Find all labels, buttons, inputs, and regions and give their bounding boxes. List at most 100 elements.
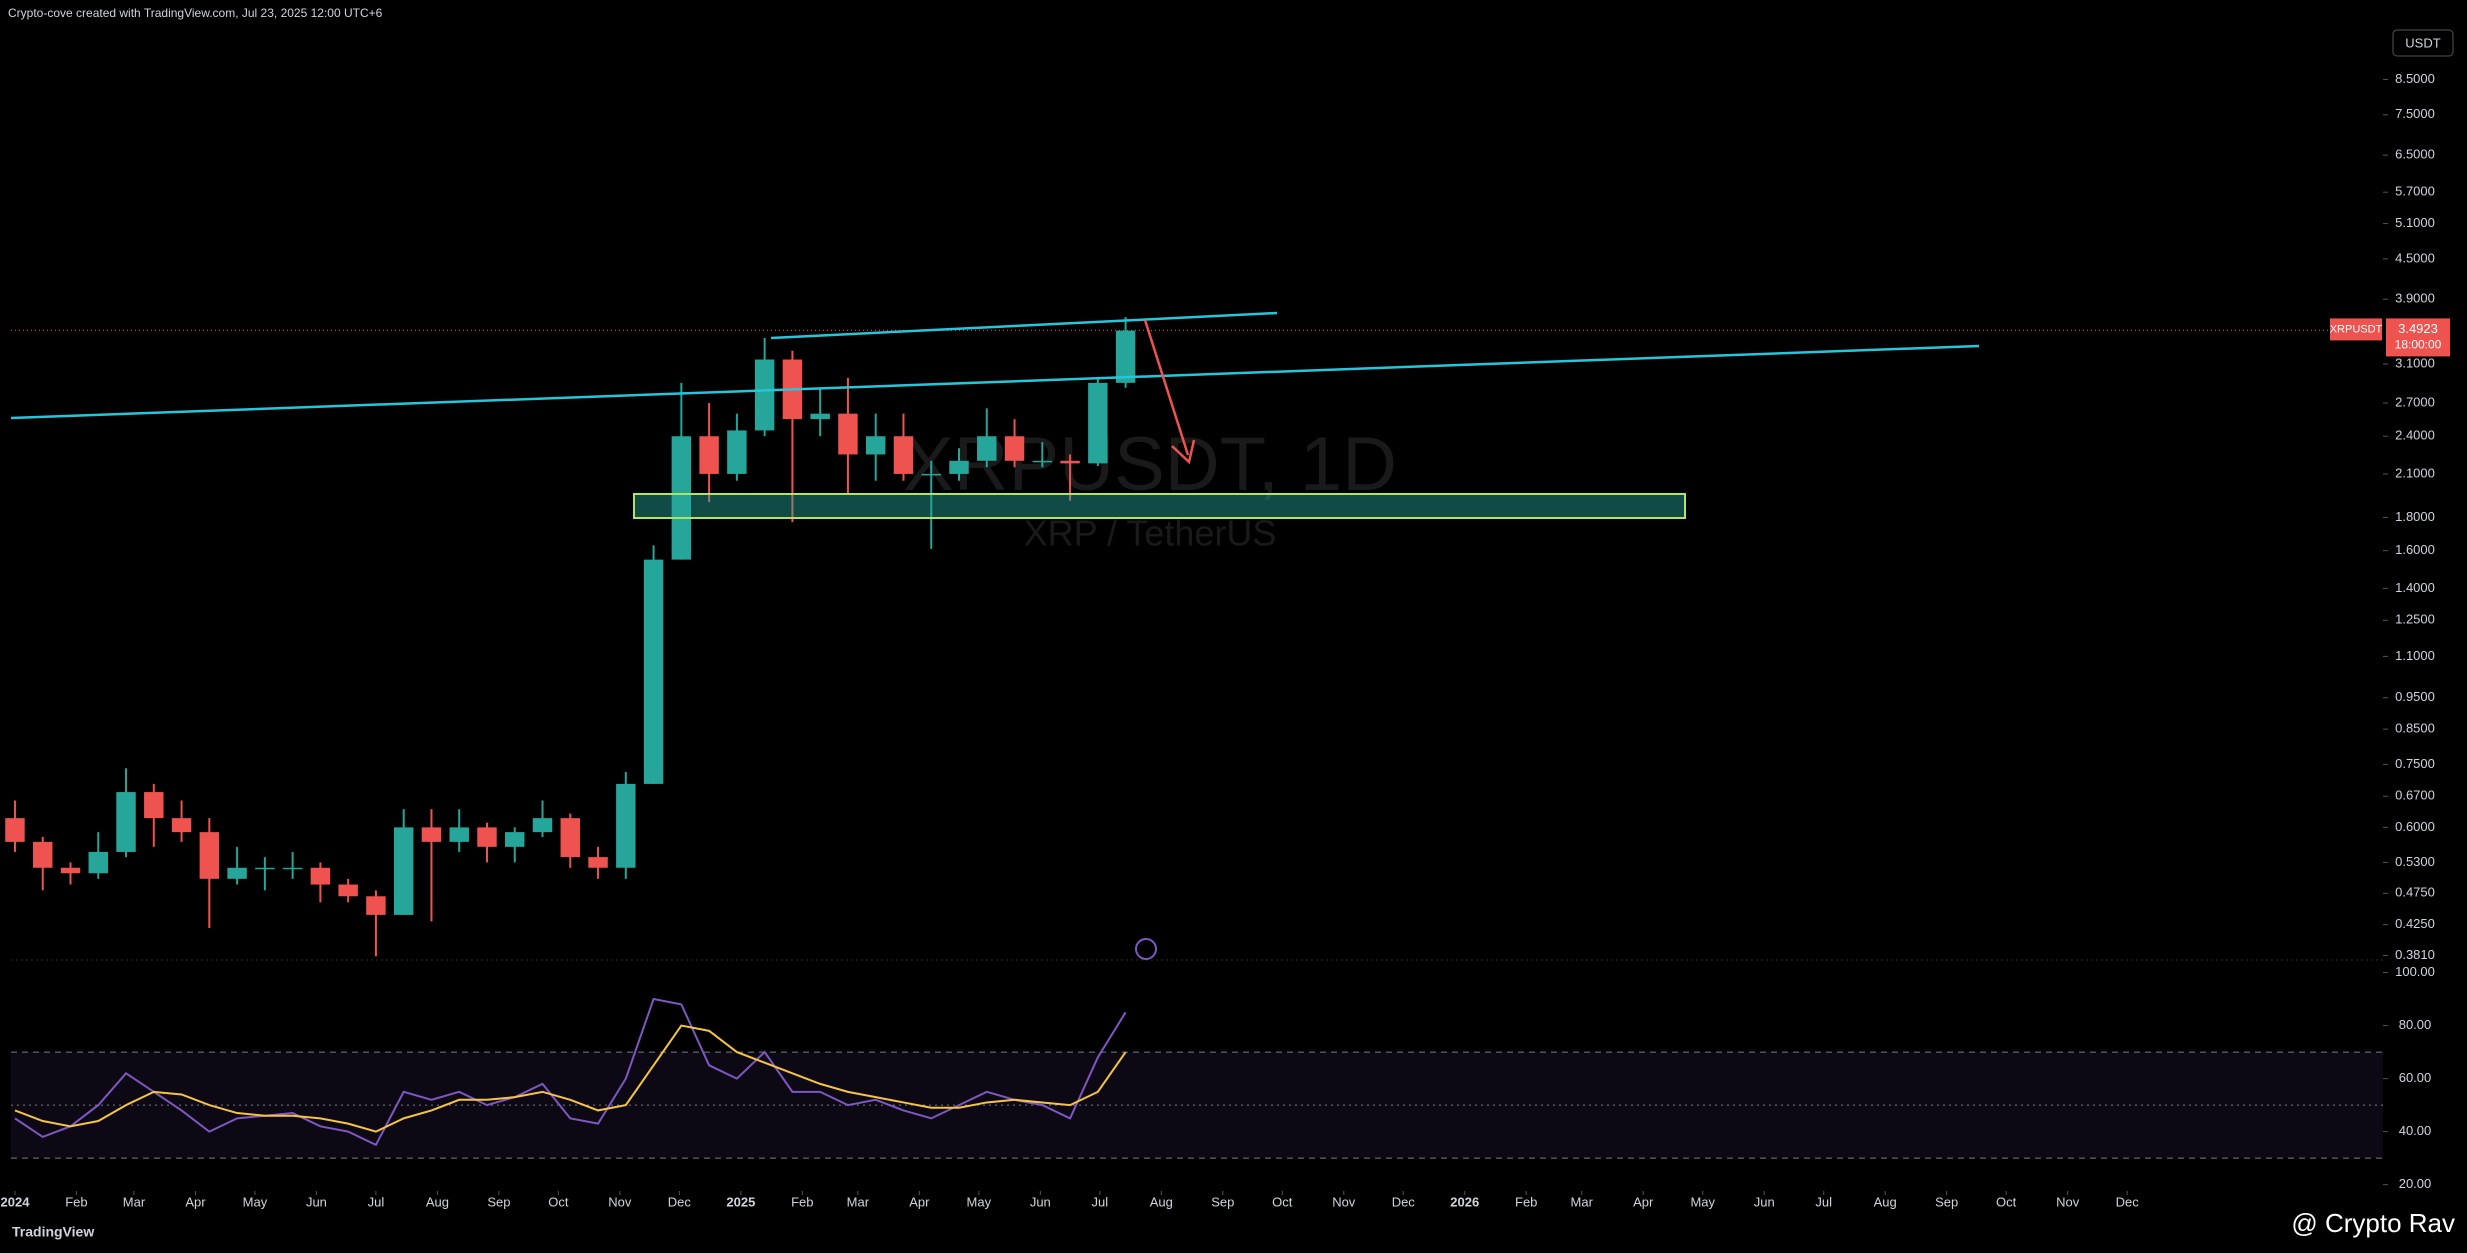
candle-body bbox=[699, 436, 719, 474]
x-tick-label: Nov bbox=[1332, 1194, 1356, 1209]
x-tick-label: Feb bbox=[791, 1194, 813, 1209]
y-tick-label: 0.4750 bbox=[2395, 885, 2435, 900]
candle-body bbox=[643, 559, 664, 784]
x-tick-label: Oct bbox=[1996, 1194, 2017, 1209]
support-zone bbox=[633, 493, 1686, 519]
candle-body bbox=[144, 792, 164, 819]
y-tick-label: 5.7000 bbox=[2395, 184, 2435, 199]
y2-tick-label: 20.00 bbox=[2399, 1176, 2432, 1191]
y-tick-label: 1.2500 bbox=[2395, 612, 2435, 627]
y-tick-label: 2.7000 bbox=[2395, 394, 2435, 409]
candle-body bbox=[171, 818, 192, 833]
candle-body bbox=[88, 851, 108, 874]
candle-body bbox=[199, 832, 220, 879]
candle-body bbox=[671, 436, 692, 560]
candle-body bbox=[838, 413, 858, 455]
candle-body bbox=[977, 436, 997, 461]
candle-body bbox=[588, 857, 608, 868]
candle-body bbox=[1115, 330, 1136, 383]
y-tick-label: 0.6000 bbox=[2395, 819, 2435, 834]
candle-body bbox=[865, 436, 886, 455]
watermark-subtitle: XRP / TetherUS bbox=[1024, 513, 1277, 554]
rsi-ma-line bbox=[14, 1024, 1127, 1133]
currency: USDT bbox=[2405, 35, 2440, 50]
candle-body bbox=[310, 867, 331, 885]
y-tick-label: 1.4000 bbox=[2395, 580, 2435, 595]
candle-body bbox=[5, 818, 25, 842]
x-tick-label: Feb bbox=[1515, 1194, 1537, 1209]
candle-body bbox=[393, 827, 414, 915]
x-tick-label: May bbox=[1690, 1194, 1715, 1209]
x-tick-label: Nov bbox=[608, 1194, 632, 1209]
y-tick-label: 3.1000 bbox=[2395, 355, 2435, 370]
y-tick-label: 4.5000 bbox=[2395, 250, 2435, 265]
y-tick-label: 1.1000 bbox=[2395, 648, 2435, 663]
candle-body bbox=[810, 413, 830, 420]
y-tick-label: 0.9500 bbox=[2395, 689, 2435, 704]
x-tick-label: 2024 bbox=[1, 1194, 31, 1209]
currency-box[interactable] bbox=[2392, 29, 2454, 57]
candle-body bbox=[532, 818, 553, 833]
y-tick-label: 8.5000 bbox=[2395, 71, 2435, 86]
y-tick-label: 0.8500 bbox=[2395, 721, 2435, 736]
x-tick-label: Jun bbox=[306, 1194, 327, 1209]
x-tick-label: Sep bbox=[1211, 1194, 1234, 1209]
x-tick-label: Jun bbox=[1030, 1194, 1051, 1209]
price-label: 3.4923 bbox=[2398, 321, 2438, 336]
symbol-label-box bbox=[2330, 318, 2382, 341]
x-tick-label: May bbox=[243, 1194, 268, 1209]
y2-tick-label: 60.00 bbox=[2399, 1070, 2432, 1085]
rsi-band bbox=[11, 1052, 2383, 1159]
candle-body bbox=[505, 832, 525, 847]
watermark-title: XRPUSDT, 1D bbox=[903, 422, 1397, 507]
x-tick-label: Aug bbox=[1874, 1194, 1897, 1209]
x-tick-label: Aug bbox=[426, 1194, 449, 1209]
x-tick-label: 2025 bbox=[726, 1194, 755, 1209]
x-tick-label: Oct bbox=[548, 1194, 569, 1209]
x-tick-label: Jul bbox=[368, 1194, 385, 1209]
author-watermark: @ Crypto Rav bbox=[2291, 1208, 2455, 1238]
candle-body bbox=[477, 827, 497, 847]
y-tick-label: 0.3810 bbox=[2395, 947, 2435, 962]
candle-body bbox=[421, 827, 442, 842]
x-tick-label: Aug bbox=[1150, 1194, 1173, 1209]
x-tick-label: May bbox=[967, 1194, 992, 1209]
candle-body bbox=[282, 867, 303, 870]
candle-body bbox=[1032, 460, 1053, 463]
countdown: 18:00:00 bbox=[2395, 338, 2442, 352]
event-icon[interactable] bbox=[1135, 938, 1157, 960]
rsi-line bbox=[14, 997, 1127, 1147]
y-tick-label: 0.6700 bbox=[2395, 788, 2435, 803]
y-tick-label: 7.5000 bbox=[2395, 106, 2435, 121]
x-tick-label: Apr bbox=[1633, 1194, 1654, 1209]
candle-body bbox=[754, 359, 775, 431]
arrow bbox=[1143, 319, 1190, 456]
candle-body bbox=[921, 473, 941, 476]
trendline bbox=[770, 311, 1278, 340]
header-text: Crypto-cove created with TradingView.com… bbox=[8, 6, 383, 20]
x-tick-label: 2026 bbox=[1450, 1194, 1479, 1209]
y-tick-label: 2.4000 bbox=[2395, 428, 2435, 443]
x-tick-label: Nov bbox=[2056, 1194, 2080, 1209]
candle-body bbox=[60, 867, 81, 874]
y-tick-label: 1.6000 bbox=[2395, 542, 2435, 557]
x-tick-label: Dec bbox=[668, 1194, 692, 1209]
candle-body bbox=[338, 884, 358, 897]
candle-body bbox=[893, 436, 914, 474]
x-tick-label: Jul bbox=[1092, 1194, 1109, 1209]
x-tick-label: Dec bbox=[1392, 1194, 1416, 1209]
x-tick-label: Mar bbox=[1571, 1194, 1594, 1209]
x-tick-label: Mar bbox=[847, 1194, 870, 1209]
candle-body bbox=[1088, 382, 1108, 464]
x-tick-label: Oct bbox=[1272, 1194, 1293, 1209]
candle-body bbox=[727, 430, 747, 474]
brand: TradingView bbox=[12, 1224, 94, 1240]
candle-body bbox=[449, 827, 469, 842]
candle-body bbox=[116, 792, 136, 852]
y-tick-label: 3.9000 bbox=[2395, 291, 2435, 306]
y2-tick-label: 40.00 bbox=[2399, 1123, 2432, 1138]
x-tick-label: Sep bbox=[487, 1194, 510, 1209]
x-tick-label: Jun bbox=[1754, 1194, 1775, 1209]
candle-body bbox=[1060, 460, 1080, 464]
